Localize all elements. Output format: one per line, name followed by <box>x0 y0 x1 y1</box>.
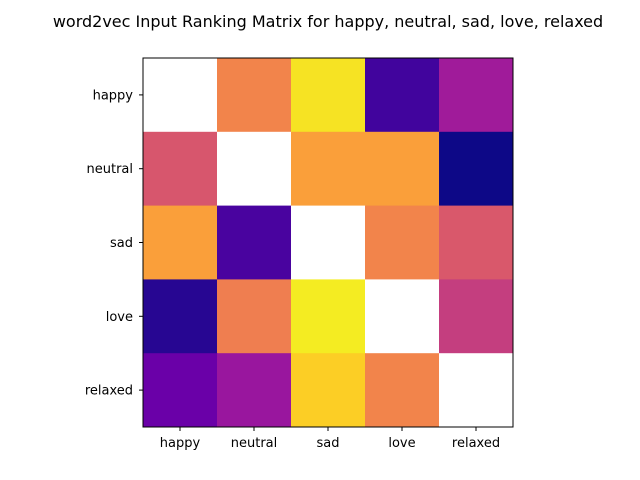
heatmap-cell-sad-sad <box>291 205 366 280</box>
x-tick-label-relaxed: relaxed <box>452 436 500 451</box>
heatmap-cell-neutral-happy <box>143 131 218 207</box>
heatmap-cell-happy-neutral <box>217 58 292 133</box>
x-axis: happy neutral sad love relaxed <box>160 427 500 451</box>
x-tick-label-happy: happy <box>160 436 201 451</box>
heatmap-cell-love-relaxed <box>439 279 514 354</box>
heatmap-cell-happy-relaxed <box>439 58 514 133</box>
heatmap-cell-relaxed-sad <box>291 353 366 428</box>
heatmap-cell-neutral-neutral <box>217 131 292 207</box>
y-tick-label-love: love <box>106 310 133 325</box>
heatmap-cell-sad-relaxed <box>439 205 514 280</box>
y-tick-label-neutral: neutral <box>87 162 134 177</box>
heatmap-cell-relaxed-relaxed <box>439 353 514 428</box>
x-tick-label-love: love <box>388 436 415 451</box>
heatmap-cell-sad-neutral <box>217 205 292 280</box>
heatmap-cell-love-love <box>365 279 440 354</box>
heatmap-cell-relaxed-love <box>365 353 440 428</box>
heatmap-cell-neutral-relaxed <box>439 131 514 207</box>
heatmap-cell-sad-happy <box>143 205 218 280</box>
chart-title: word2vec Input Ranking Matrix for happy,… <box>52 12 604 31</box>
y-axis: happy neutral sad love relaxed <box>85 88 143 399</box>
y-tick-label-sad: sad <box>110 236 133 251</box>
x-tick-label-sad: sad <box>317 436 340 451</box>
heatmap-cell-neutral-love <box>365 131 440 207</box>
heatmap-cell-happy-love <box>365 58 440 133</box>
x-tick-label-neutral: neutral <box>231 436 278 451</box>
heatmap-cell-love-neutral <box>217 279 292 354</box>
heatmap-cells <box>143 58 514 428</box>
y-tick-label-happy: happy <box>93 88 134 103</box>
heatmap-cell-happy-happy <box>143 58 218 133</box>
heatmap-cell-relaxed-happy <box>143 353 218 428</box>
heatmap-cell-love-happy <box>143 279 218 354</box>
heatmap-cell-sad-love <box>365 205 440 280</box>
y-tick-label-relaxed: relaxed <box>85 384 133 399</box>
heatmap-cell-relaxed-neutral <box>217 353 292 428</box>
heatmap-cell-love-sad <box>291 279 366 354</box>
heatmap-cell-neutral-sad <box>291 131 366 207</box>
heatmap-cell-happy-sad <box>291 58 366 133</box>
